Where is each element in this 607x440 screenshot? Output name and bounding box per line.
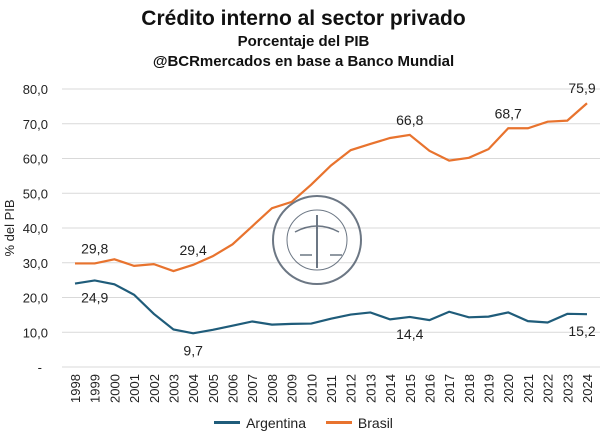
x-tick-label: 2012 — [344, 374, 359, 403]
y-axis-label: % del PIB — [2, 199, 17, 256]
x-tick-label: 2024 — [580, 374, 595, 403]
x-tick-label: 2021 — [521, 374, 536, 403]
y-tick-label: - — [38, 360, 42, 375]
x-tick-label: 2005 — [206, 374, 221, 403]
legend-label: Argentina — [246, 414, 307, 431]
x-tick-label: 2002 — [147, 374, 162, 403]
data-label: 66,8 — [396, 112, 423, 128]
legend-swatch — [325, 421, 352, 424]
x-tick-label: 2003 — [166, 374, 181, 403]
chart-title: Crédito interno al sector privado — [141, 7, 466, 30]
data-label: 9,7 — [183, 342, 203, 358]
data-label: 24,9 — [81, 289, 108, 305]
x-tick-label: 2010 — [304, 374, 319, 403]
x-tick-label: 2016 — [422, 374, 437, 403]
legend-swatch — [214, 421, 241, 424]
x-tick-label: 2019 — [482, 374, 497, 403]
y-tick-label: 30,0 — [23, 256, 48, 271]
x-tick-label: 2014 — [383, 374, 398, 403]
x-tick-label: 2008 — [265, 374, 280, 403]
x-tick-label: 2015 — [403, 374, 418, 403]
chart-subtitle: Porcentaje del PIB — [237, 33, 370, 50]
x-tick-label: 2001 — [127, 374, 142, 403]
x-tick-label: 1999 — [88, 374, 103, 403]
y-tick-label: 10,0 — [23, 325, 48, 340]
y-tick-label: 50,0 — [23, 186, 48, 201]
legend-item-argentina: Argentina — [214, 415, 306, 431]
x-tick-label: 2020 — [501, 374, 516, 403]
x-tick-label: 2007 — [245, 374, 260, 403]
x-tick-label: 2023 — [560, 374, 575, 403]
series-line-argentina — [74, 279, 588, 335]
x-tick-label: 2018 — [462, 374, 477, 403]
bcr-seal-watermark — [272, 195, 362, 285]
legend: Argentina Brasil — [0, 411, 607, 431]
y-tick-label: 20,0 — [23, 291, 48, 306]
y-tick-label: 70,0 — [23, 117, 48, 132]
x-tick-label: 2011 — [324, 375, 339, 403]
data-label: 29,4 — [180, 242, 207, 258]
x-tick-label: 2022 — [541, 374, 556, 403]
y-tick-label: 60,0 — [23, 152, 48, 167]
chart-source: @BCRmercados en base a Banco Mundial — [152, 53, 455, 70]
x-tick-label: 2000 — [107, 374, 122, 403]
x-tick-label: 1998 — [68, 374, 83, 403]
data-label: 15,2 — [568, 323, 595, 339]
x-tick-label: 2013 — [363, 374, 378, 403]
x-tick-label: 2004 — [186, 374, 201, 403]
data-label: 75,9 — [568, 80, 595, 96]
series-line-brasil — [75, 102, 588, 273]
data-label: 68,7 — [495, 105, 522, 121]
x-tick-label: 2006 — [226, 374, 241, 403]
legend-item-brasil: Brasil — [325, 414, 393, 431]
data-label: 29,8 — [81, 240, 108, 256]
x-tick-label: 2009 — [285, 374, 300, 403]
x-tick-label: 2017 — [442, 374, 457, 403]
y-tick-label: 80,0 — [23, 82, 48, 97]
data-label: 14,4 — [396, 326, 423, 342]
legend-label: Brasil — [357, 414, 393, 431]
y-tick-label: 40,0 — [23, 221, 48, 236]
